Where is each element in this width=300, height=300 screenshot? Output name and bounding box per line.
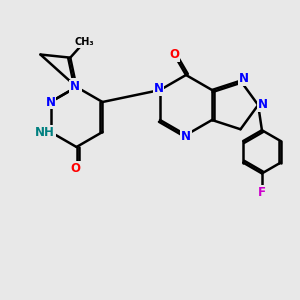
Text: N: N [238, 72, 248, 85]
Text: N: N [154, 82, 164, 95]
Text: O: O [169, 48, 179, 61]
Text: N: N [70, 80, 80, 94]
Text: NH: NH [35, 125, 55, 139]
Text: N: N [46, 95, 56, 109]
Text: CH₃: CH₃ [74, 37, 94, 47]
Text: N: N [258, 98, 268, 112]
Text: F: F [258, 186, 266, 200]
Text: O: O [70, 161, 80, 175]
Text: N: N [71, 79, 82, 92]
Text: N: N [181, 130, 191, 143]
